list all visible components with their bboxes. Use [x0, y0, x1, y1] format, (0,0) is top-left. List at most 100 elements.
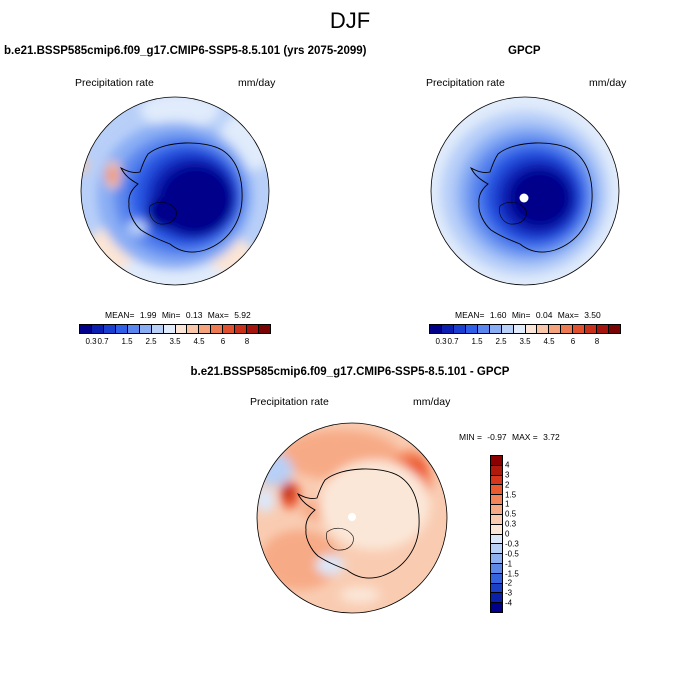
obs-min-value: 0.04: [535, 310, 553, 320]
diff-colorbar-swatch: [491, 514, 502, 525]
diff-colorbar-swatch: [491, 544, 502, 555]
model-colorbar-label: 0.7: [97, 337, 109, 346]
diff-colorbar-swatch: [491, 456, 502, 466]
obs-max-label: Max=: [557, 310, 579, 320]
model-colorbar-label: 2.5: [145, 337, 157, 346]
main-title: DJF: [329, 8, 371, 33]
model-colorbar-label: 6: [220, 337, 226, 346]
obs-colorbar-label: 0.7: [447, 337, 459, 346]
diff-variable-label: Precipitation rate: [250, 396, 329, 408]
model-units-label: mm/day: [238, 77, 276, 89]
diff-colorbar-label: -2: [505, 578, 513, 588]
obs-colorbar-label: 2.5: [495, 337, 507, 346]
diff-colorbar-label: -3: [505, 588, 513, 598]
model-colorbar-swatch: [247, 325, 260, 333]
obs-mean-value: 1.60: [489, 310, 507, 320]
diff-colorbar-swatch: [491, 593, 502, 604]
diff-colorbar-swatch: [491, 485, 502, 496]
diff-stats: MIN = -0.97 MAX = 3.72: [459, 432, 560, 442]
model-mean-value: 1.99: [139, 310, 157, 320]
model-colorbar: 0.3 0.7 1.5 2.5 3.5 4.5 6 8: [79, 324, 271, 352]
model-max-value: 5.92: [234, 310, 251, 320]
model-colorbar-label: 3.5: [169, 337, 181, 346]
obs-colorbar-label: 3.5: [519, 337, 531, 346]
diff-colorbar-label: 0.3: [505, 519, 517, 529]
model-min-value: 0.13: [185, 310, 203, 320]
obs-colorbar-swatch: [549, 325, 562, 333]
diff-min-label: MIN =: [459, 432, 482, 442]
model-colorbar-swatch: [223, 325, 236, 333]
obs-colorbar-swatch: [597, 325, 610, 333]
obs-colorbar-label: 1.5: [471, 337, 483, 346]
obs-colorbar-swatch: [501, 325, 514, 333]
model-colorbar-swatch: [127, 325, 140, 333]
diff-colorbar-label: -1.5: [505, 569, 519, 578]
diff-colorbar-swatch: [491, 573, 502, 584]
model-colorbar-swatch: [139, 325, 152, 333]
model-colorbar-swatch: [151, 325, 164, 333]
obs-variable-label: Precipitation rate: [426, 77, 505, 89]
diff-colorbar-label: 0.5: [505, 509, 517, 519]
diff-colorbar-label: -0.5: [505, 549, 519, 559]
diff-colorbar-label: -4: [505, 598, 513, 608]
diff-colorbar-swatch: [491, 465, 502, 476]
diff-colorbar: 4 3 2 1.5 1 0.5 0.3 0 -0.3 -0.5 -1 -1.5 -2 -3 -4: [490, 455, 530, 613]
obs-max-value: 3.50: [584, 310, 601, 320]
diff-colorbar-swatch: [491, 563, 502, 574]
obs-colorbar-swatch: [561, 325, 574, 333]
model-mean-label: MEAN=: [105, 310, 135, 320]
obs-colorbar-swatch: [573, 325, 586, 333]
obs-mean-label: MEAN=: [455, 310, 485, 320]
model-colorbar-swatch: [103, 325, 116, 333]
diff-colorbar-swatch: [491, 603, 502, 612]
diff-colorbar-label: -1: [505, 559, 513, 569]
diff-max-label: MAX =: [512, 432, 538, 442]
model-colorbar-swatch: [187, 325, 200, 333]
model-panel-title: b.e21.BSSP585cmip6.f09_g17.CMIP6-SSP5-8.…: [4, 45, 367, 57]
diff-max-value: 3.72: [543, 432, 560, 442]
obs-panel-title: GPCP: [508, 45, 541, 57]
model-colorbar-swatch: [211, 325, 224, 333]
diff-colorbar-label: 0: [505, 529, 510, 539]
diff-min-value: -0.97: [487, 432, 507, 442]
obs-colorbar-swatch: [585, 325, 598, 333]
model-colorbar-swatch: [199, 325, 212, 333]
obs-colorbar: 0.3 0.7 1.5 2.5 3.5 4.5 6 8: [429, 324, 621, 352]
model-min-label: Min=: [161, 310, 181, 320]
model-colorbar-swatch: [175, 325, 188, 333]
diff-colorbar-label: 4: [505, 460, 510, 470]
model-colorbar-swatch: [91, 325, 104, 333]
model-stats: MEAN= 1.99 Min= 0.13 Max= 5.92: [105, 310, 251, 320]
model-colorbar-label: 4.5: [193, 337, 205, 346]
obs-colorbar-label: 4.5: [543, 337, 555, 346]
obs-stats: MEAN= 1.60 Min= 0.04 Max= 3.50: [455, 310, 601, 320]
model-colorbar-swatch: [163, 325, 176, 333]
obs-colorbar-swatch: [489, 325, 502, 333]
diff-colorbar-swatch: [491, 583, 502, 594]
obs-min-label: Min=: [511, 310, 531, 320]
obs-colorbar-label: 0.3: [435, 337, 447, 346]
diff-colorbar-label: 3: [505, 470, 510, 480]
diff-panel-title: b.e21.BSSP585cmip6.f09_g17.CMIP6-SSP5-8.…: [190, 366, 510, 378]
model-colorbar-swatch: [115, 325, 128, 333]
obs-colorbar-swatch: [477, 325, 490, 333]
diff-colorbar-label: 1: [505, 499, 510, 509]
obs-units-label: mm/day: [589, 77, 627, 89]
obs-colorbar-swatch: [609, 325, 620, 333]
obs-colorbar-swatch: [441, 325, 454, 333]
model-colorbar-label: 8: [244, 337, 250, 346]
obs-colorbar-label: 6: [570, 337, 576, 346]
obs-colorbar-swatch: [513, 325, 526, 333]
diff-colorbar-swatch: [491, 495, 502, 506]
diff-colorbar-label: -0.3: [505, 539, 519, 549]
model-colorbar-swatch: [235, 325, 248, 333]
diff-colorbar-swatch: [491, 475, 502, 486]
obs-colorbar-label: 8: [594, 337, 600, 346]
diff-units-label: mm/day: [413, 396, 451, 408]
model-colorbar-swatch: [80, 325, 92, 333]
model-variable-label: Precipitation rate: [75, 77, 154, 89]
diff-colorbar-swatch: [491, 524, 502, 535]
